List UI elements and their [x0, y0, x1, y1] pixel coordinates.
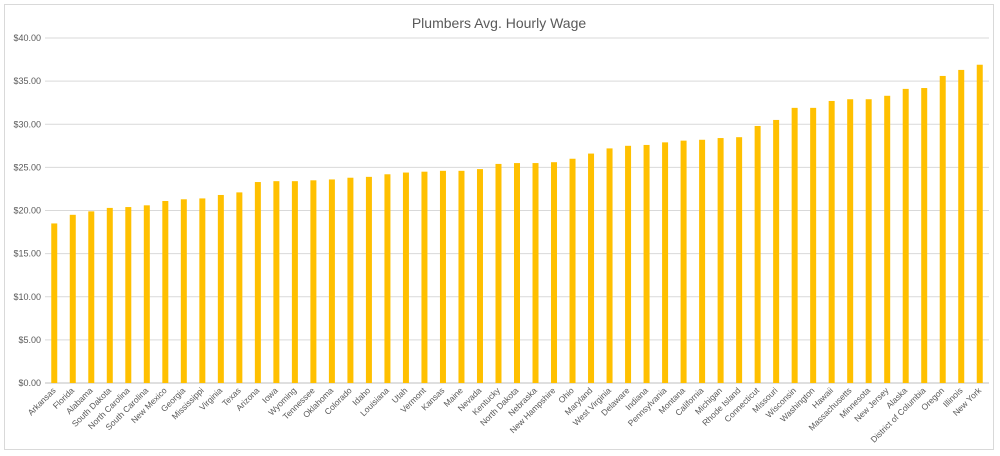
- y-tick-label: $20.00: [13, 206, 41, 216]
- bar: [625, 145, 632, 383]
- bar: [143, 205, 150, 383]
- bar: [439, 170, 446, 383]
- y-tick-label: $40.00: [13, 33, 41, 43]
- bar: [402, 172, 409, 383]
- bar: [384, 174, 391, 383]
- bar: [273, 181, 280, 383]
- bar: [532, 163, 539, 383]
- bar: [643, 144, 650, 383]
- bar: [217, 194, 224, 383]
- bar: [162, 201, 169, 383]
- bar: [662, 142, 669, 383]
- y-tick-label: $15.00: [13, 249, 41, 259]
- bar: [514, 163, 520, 383]
- bar: [865, 99, 872, 384]
- bar: [458, 170, 465, 383]
- bar: [421, 171, 428, 383]
- bar: [847, 99, 854, 384]
- bar: [828, 100, 835, 384]
- bar: [106, 207, 113, 383]
- bar: [606, 148, 613, 383]
- y-axis-ticks: $0.00 $5.00 $10.00 $15.00 $20.00 $25.00 $30.00…: [13, 33, 41, 388]
- bar: [310, 180, 317, 383]
- bar: [125, 207, 132, 383]
- bar: [939, 75, 946, 383]
- y-tick-label: $5.00: [18, 335, 41, 345]
- bar: [291, 181, 298, 383]
- y-tick-label: $35.00: [13, 76, 41, 86]
- bar: [810, 107, 817, 384]
- bar: [736, 137, 743, 383]
- chart-frame: Plumbers Avg. Hourly Wage $0.00 $5.00 $10.…: [4, 4, 994, 450]
- bar: [680, 140, 687, 383]
- bar: [791, 107, 798, 384]
- bar: [717, 138, 724, 383]
- y-tick-label: $10.00: [13, 292, 41, 302]
- y-tick-label: $25.00: [13, 162, 41, 172]
- bar: [180, 199, 187, 383]
- bar: [754, 125, 761, 383]
- bar: [976, 64, 983, 384]
- bar: [884, 95, 891, 383]
- bars: [51, 64, 983, 384]
- bar: [199, 198, 206, 383]
- bar: [69, 214, 76, 383]
- bar: [495, 163, 502, 383]
- bar: [902, 88, 909, 383]
- bar: [236, 192, 243, 383]
- bar: [551, 162, 558, 383]
- bar: [476, 169, 483, 383]
- chart-title: Plumbers Avg. Hourly Wage: [411, 15, 587, 31]
- bar: [254, 182, 261, 383]
- bar: [365, 176, 372, 383]
- bar: [699, 139, 706, 383]
- bar: [569, 158, 576, 383]
- bar: [88, 211, 95, 383]
- bar-chart: $0.00 $5.00 $10.00 $15.00 $20.00 $25.00 $30.00…: [13, 33, 989, 445]
- bar: [958, 69, 965, 383]
- bar: [588, 153, 595, 383]
- y-tick-label: $30.00: [13, 119, 41, 129]
- bar: [773, 119, 780, 383]
- bar: [921, 88, 928, 384]
- y-tick-label: $0.00: [18, 378, 41, 388]
- bar: [328, 179, 335, 383]
- bar: [347, 177, 354, 383]
- bar: [51, 223, 58, 383]
